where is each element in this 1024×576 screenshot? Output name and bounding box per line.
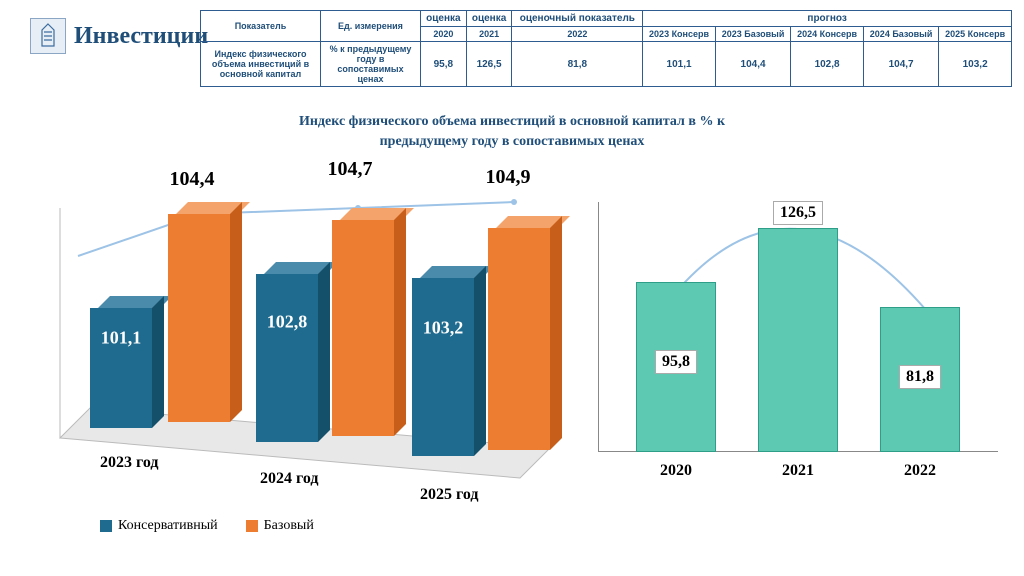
chart-title-line1: Индекс физического объема инвестиций в о…: [299, 114, 725, 129]
chart-title: Индекс физического объема инвестиций в о…: [0, 112, 1024, 151]
left-3d-bar-chart: 101,1 104,4 102,8 104,7 103,2 104,9 2023…: [40, 158, 560, 538]
right-bar-chart: 95,8 126,5 81,8 2020 2021 2022: [588, 172, 1008, 532]
legend-label-base: Базовый: [264, 518, 314, 534]
bar-2022: 81,8: [880, 307, 960, 452]
val-2021: 126,5: [773, 201, 823, 225]
top-label-2025b: 104,9: [448, 166, 568, 189]
logo-icon: [30, 18, 66, 54]
th-2023c: 2023 Консерв: [643, 27, 716, 42]
data-table: Показатель Ед. измерения оценка оценка о…: [200, 10, 1012, 87]
col-unit: Ед. измерения: [321, 11, 421, 42]
th-2025c: 2025 Консерв: [939, 27, 1012, 42]
xlabel-2022: 2022: [880, 462, 960, 480]
legend-base: Базовый: [246, 518, 314, 534]
page-title: Инвестиции: [74, 23, 208, 50]
cell-2023b: 104,4: [715, 42, 790, 87]
xlabel-2020: 2020: [636, 462, 716, 480]
grp-forecast: прогноз: [643, 11, 1012, 27]
th-2024b: 2024 Базовый: [863, 27, 938, 42]
xlabel-2025: 2025 год: [420, 486, 479, 504]
xlabel-2024: 2024 год: [260, 470, 319, 488]
legend-label-cons: Консервативный: [118, 518, 218, 534]
xlabel-2021: 2021: [758, 462, 838, 480]
row-label: Индекс физического объема инвестиций в о…: [201, 42, 321, 87]
col-indicator: Показатель: [201, 11, 321, 42]
val-2020: 95,8: [655, 350, 697, 374]
th-2022: 2022: [512, 27, 643, 42]
th-2021: 2021: [466, 27, 512, 42]
grp-est-ind: оценочный показатель: [512, 11, 643, 27]
cell-2022: 81,8: [512, 42, 643, 87]
cell-2024c: 102,8: [791, 42, 864, 87]
chart-title-line2: предыдущему году в сопоставимых ценах: [380, 134, 645, 149]
th-2023b: 2023 Базовый: [715, 27, 790, 42]
bar-label-2025c: 103,2: [412, 318, 474, 339]
grp-est2: оценка: [466, 11, 512, 27]
val-2022: 81,8: [899, 365, 941, 389]
legend: Консервативный Базовый: [100, 518, 314, 534]
cell-2023c: 101,1: [643, 42, 716, 87]
bar-2021: 126,5: [758, 228, 838, 452]
th-2020: 2020: [421, 27, 467, 42]
cell-2021: 126,5: [466, 42, 512, 87]
legend-conservative: Консервативный: [100, 518, 218, 534]
grp-est1: оценка: [421, 11, 467, 27]
th-2024c: 2024 Консерв: [791, 27, 864, 42]
cell-2024b: 104,7: [863, 42, 938, 87]
top-label-2024b: 104,7: [290, 158, 410, 181]
header: Инвестиции: [30, 18, 208, 54]
legend-swatch-base: [246, 520, 258, 532]
xlabel-2023: 2023 год: [100, 454, 159, 472]
legend-swatch-cons: [100, 520, 112, 532]
bar-2020: 95,8: [636, 282, 716, 452]
cell-2020: 95,8: [421, 42, 467, 87]
bar-label-2023c: 101,1: [90, 328, 152, 349]
bar-label-2024c: 102,8: [256, 312, 318, 333]
row-unit: % к предыдущему году в сопоставимых цена…: [321, 42, 421, 87]
top-label-2023b: 104,4: [132, 168, 252, 191]
cell-2025c: 103,2: [939, 42, 1012, 87]
